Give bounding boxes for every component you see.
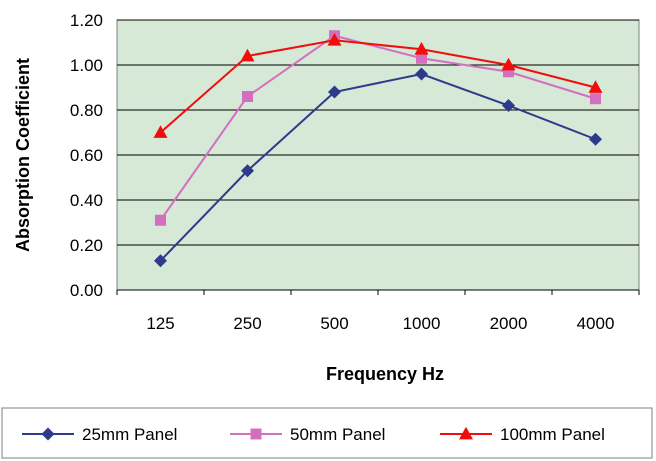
y-tick-label: 0.00	[70, 281, 103, 300]
y-tick-label: 1.20	[70, 11, 103, 30]
legend-item: 100mm Panel	[440, 425, 605, 444]
series-triangle	[153, 33, 603, 138]
triangle-marker	[153, 125, 168, 138]
triangle-marker	[459, 426, 473, 440]
legend-box	[1, 407, 653, 459]
y-tick-label: 1.00	[70, 56, 103, 75]
y-tick-label: 0.80	[70, 101, 103, 120]
y-tick-labels: 0.00 0.20 0.40 0.60 0.80 1.00 1.20	[70, 11, 103, 300]
x-tick-labels: 125 250 500 1000 2000 4000	[146, 314, 614, 333]
x-axis-title: Frequency Hz	[326, 364, 444, 384]
diamond-marker	[41, 427, 55, 441]
diamond-marker	[502, 99, 515, 112]
x-tick-label: 125	[146, 314, 174, 333]
x-tick-label: 250	[233, 314, 261, 333]
y-axis-title: Absorption Coefficient	[13, 58, 33, 252]
y-tick-label: 0.20	[70, 236, 103, 255]
diamond-marker	[241, 164, 254, 178]
triangle-marker	[414, 42, 429, 55]
diamond-marker	[328, 85, 341, 99]
diamond-marker	[415, 67, 428, 81]
triangle-marker	[501, 57, 516, 71]
y-tick-label: 0.40	[70, 191, 103, 210]
diamond-marker	[589, 132, 602, 146]
legend-label: 50mm Panel	[290, 425, 385, 444]
series-diamond	[154, 67, 602, 268]
legend: 25mm Panel 50mm Panel 100mm Panel	[22, 425, 605, 444]
triangle-marker	[240, 48, 255, 62]
legend-label: 100mm Panel	[500, 425, 605, 444]
x-tick-label: 2000	[490, 314, 528, 333]
series-line	[159, 39, 596, 134]
series-line	[159, 34, 596, 221]
diamond-marker	[154, 254, 167, 268]
legend-label: 25mm Panel	[82, 425, 177, 444]
triangle-marker	[588, 80, 603, 93]
y-tick-label: 0.60	[70, 146, 103, 165]
square-marker	[503, 66, 514, 78]
legend-item: 25mm Panel	[22, 425, 177, 444]
square-marker	[242, 91, 253, 102]
square-marker	[250, 428, 262, 440]
x-tick-label: 500	[320, 314, 348, 333]
x-tick-label: 4000	[577, 314, 615, 333]
x-tick-label: 1000	[403, 314, 441, 333]
gridlines	[116, 19, 640, 295]
legend-item: 50mm Panel	[230, 425, 385, 444]
square-marker	[155, 214, 166, 226]
series-line	[159, 72, 596, 262]
triangle-marker	[327, 33, 342, 46]
series-group	[153, 30, 603, 268]
square-marker	[590, 93, 601, 105]
square-marker	[416, 52, 427, 64]
